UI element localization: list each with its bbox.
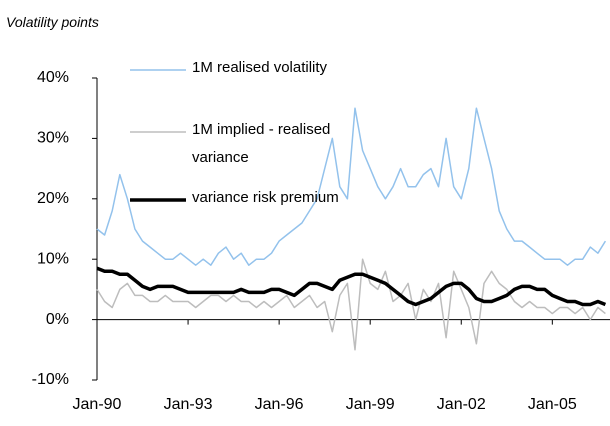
legend-label: 1M implied - realised variance [192, 121, 331, 166]
x-tick-label: Jan-90 [73, 396, 122, 413]
series-line [96, 266, 607, 307]
y-tick-label: 0% [46, 311, 69, 328]
x-tick-label: Jan-05 [528, 396, 577, 413]
x-tick-label: Jan-99 [346, 396, 395, 413]
series-line [96, 107, 607, 266]
x-tick-label: Jan-96 [255, 396, 304, 413]
y-tick-label: 30% [37, 130, 69, 147]
subtitle: Volatility points [6, 14, 99, 30]
x-tick-label: Jan-93 [164, 396, 213, 413]
y-tick-label: 10% [37, 250, 69, 267]
legend-label: variance risk premium [192, 189, 339, 206]
y-tick-label: 40% [37, 69, 69, 86]
y-tick-label: -10% [32, 371, 69, 388]
series-line [96, 258, 606, 351]
x-tick-label: Jan-02 [437, 396, 486, 413]
legend-label: 1M realised volatility [192, 59, 328, 76]
y-tick-label: 20% [37, 190, 69, 207]
